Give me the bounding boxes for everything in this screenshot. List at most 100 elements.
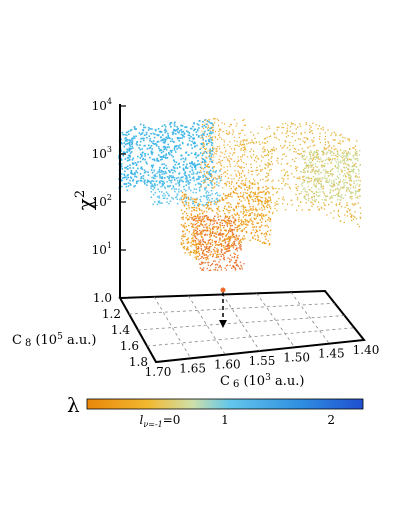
scatter-point (134, 175, 136, 178)
scatter-point (308, 164, 310, 166)
scatter-point (259, 214, 262, 216)
scatter-point (356, 151, 358, 153)
scatter-point (193, 146, 196, 148)
scatter-point (228, 230, 230, 232)
scatter-point (258, 226, 261, 228)
scatter-point (234, 248, 237, 251)
scatter-point (204, 257, 206, 259)
scatter-point (268, 152, 270, 154)
scatter-point (316, 153, 318, 155)
scatter-point (139, 157, 142, 159)
scatter-point (235, 235, 238, 238)
scatter-point (224, 248, 226, 251)
scatter-point (185, 184, 188, 187)
scatter-point (340, 188, 342, 190)
scatter-point (269, 163, 271, 166)
scatter-point (205, 197, 208, 199)
scatter-point (338, 203, 340, 205)
scatter-point (152, 132, 155, 135)
scatter-point (168, 185, 170, 188)
scatter-point (190, 245, 192, 247)
scatter-point (295, 168, 297, 170)
scatter-point (344, 137, 346, 139)
scatter-point (329, 189, 332, 191)
scatter-point (195, 198, 197, 200)
scatter-point (265, 201, 268, 203)
scatter-point (313, 137, 315, 139)
scatter-point (209, 180, 211, 182)
scatter-point (239, 240, 241, 242)
scatter-point (248, 142, 250, 144)
scatter-point (239, 268, 241, 270)
scatter-point (285, 122, 287, 125)
scatter-point (170, 176, 173, 179)
scatter-point (218, 161, 220, 163)
scatter-point (295, 151, 297, 153)
scatter-point (359, 195, 361, 197)
scatter-point (204, 188, 206, 191)
scatter-point (159, 131, 162, 133)
scatter-point (183, 226, 185, 228)
scatter-point (231, 182, 233, 184)
scatter-point (214, 264, 217, 266)
scatter-point (205, 226, 207, 228)
scatter-point (347, 151, 349, 153)
scatter-point (152, 188, 154, 191)
scatter-point (323, 146, 325, 149)
scatter-point (334, 194, 337, 197)
scatter-point (240, 182, 242, 185)
scatter-point (195, 173, 197, 175)
scatter-point (261, 203, 263, 206)
grid-line-c6 (222, 294, 261, 352)
scatter-point (257, 132, 259, 134)
scatter-point (130, 169, 133, 172)
scatter-point (318, 188, 320, 190)
scatter-point (205, 211, 208, 213)
scatter-point (237, 225, 239, 227)
scatter-point (245, 192, 247, 194)
scatter-point (219, 148, 221, 150)
scatter-point (204, 224, 207, 226)
scatter-point (252, 199, 254, 201)
scatter-point (206, 165, 208, 167)
scatter-point (324, 132, 326, 134)
scatter-point (221, 243, 223, 246)
scatter-point (165, 136, 167, 139)
scatter-point (239, 247, 242, 249)
scatter-point (239, 143, 241, 145)
scatter-point (319, 172, 321, 174)
scatter-point (205, 192, 207, 194)
scatter-point (355, 149, 357, 151)
scatter-point (340, 133, 342, 136)
scatter-point (180, 124, 182, 127)
scatter-point (193, 249, 195, 251)
scatter-point (232, 266, 235, 268)
scatter-point (231, 231, 233, 233)
scatter-point (219, 177, 222, 180)
scatter-point (293, 151, 295, 153)
scatter-point (210, 132, 213, 135)
scatter-point (314, 200, 316, 203)
scatter-point (268, 136, 271, 138)
scatter-point (210, 180, 212, 182)
scatter-point (229, 126, 231, 128)
scatter-point (285, 136, 288, 138)
scatter-point (172, 172, 174, 174)
scatter-point (182, 142, 184, 145)
scatter-point (245, 179, 247, 182)
scatter-point (348, 152, 350, 154)
scatter-point (303, 171, 306, 174)
scatter-point (207, 194, 210, 196)
scatter-point (125, 176, 127, 179)
scatter-point (262, 191, 264, 194)
scatter-point (265, 220, 267, 222)
scatter-point (236, 256, 238, 258)
scatter-point (141, 168, 144, 170)
scatter-point (180, 128, 183, 131)
scatter-point (183, 236, 185, 238)
scatter-point (235, 205, 237, 207)
scatter-point (230, 192, 232, 194)
scatter-point (286, 163, 288, 165)
scatter-point (346, 204, 348, 206)
scatter-point (350, 180, 352, 182)
